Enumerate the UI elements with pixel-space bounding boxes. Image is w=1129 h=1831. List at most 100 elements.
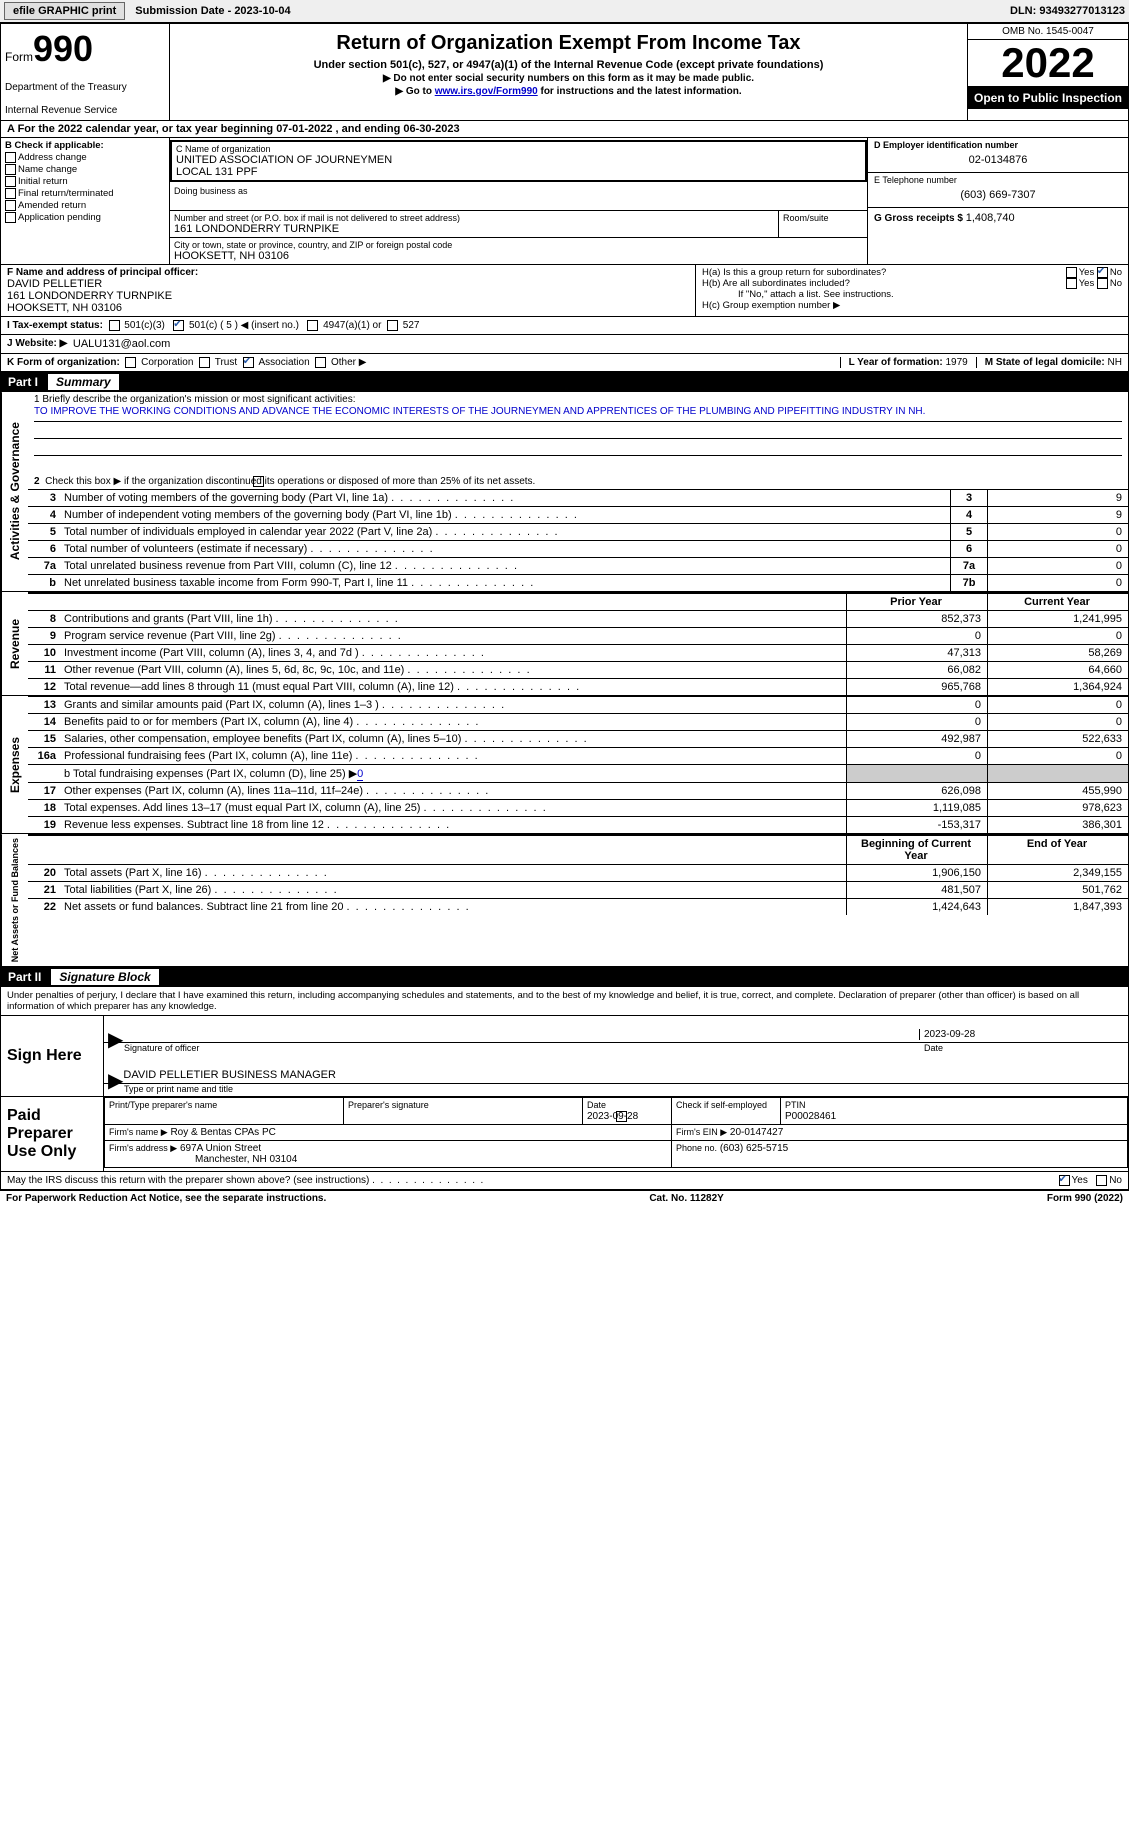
perjury-declaration: Under penalties of perjury, I declare th… (1, 987, 1128, 1016)
checkbox-discuss-no[interactable] (1096, 1175, 1107, 1186)
h-b-note: If "No," attach a list. See instructions… (702, 289, 1122, 300)
sig-officer-label: Signature of officer (124, 1043, 199, 1053)
checkbox-discontinued[interactable] (253, 476, 264, 487)
part1-num: Part I (8, 375, 44, 389)
checkbox-discuss-yes[interactable] (1059, 1175, 1070, 1186)
firm-phone: (603) 625-5715 (720, 1143, 788, 1154)
part2-title: Signature Block (51, 969, 158, 985)
city-state-zip: HOOKSETT, NH 03106 (174, 250, 863, 262)
checkbox-app-pending[interactable] (5, 212, 16, 223)
part1-title: Summary (48, 374, 119, 390)
officer-name: DAVID PELLETIER (7, 278, 689, 290)
checkbox-address-change[interactable] (5, 152, 16, 163)
vlabel-activities: Activities & Governance (1, 392, 28, 591)
vlabel-expenses: Expenses (1, 696, 28, 833)
pra-notice: For Paperwork Reduction Act Notice, see … (6, 1193, 326, 1204)
street-address: 161 LONDONDERRY TURNPIKE (174, 223, 774, 235)
checkbox-527[interactable] (387, 320, 398, 331)
firm-name: Roy & Bentas CPAs PC (170, 1127, 275, 1138)
firm-addr2: Manchester, NH 03104 (109, 1154, 297, 1165)
sign-here-label: Sign Here (1, 1016, 104, 1096)
phone-label: E Telephone number (874, 175, 1122, 185)
org-name-2: LOCAL 131 PPF (176, 166, 861, 178)
date-label: Date (924, 1043, 1124, 1053)
irs-link[interactable]: www.irs.gov/Form990 (435, 86, 538, 97)
revenue-table: Prior YearCurrent Year8Contributions and… (28, 592, 1128, 695)
may-irs-discuss: May the IRS discuss this return with the… (7, 1175, 369, 1186)
line1-label: 1 Briefly describe the organization's mi… (34, 394, 1122, 405)
officer-label: F Name and address of principal officer: (7, 267, 198, 278)
form-of-org-label: K Form of organization: (7, 357, 120, 368)
printed-label: Type or print name and title (104, 1084, 1128, 1096)
return-subtitle: Under section 501(c), 527, or 4947(a)(1)… (178, 59, 959, 71)
dept-treasury: Department of the Treasury (5, 82, 165, 93)
checkbox-501c3[interactable] (109, 320, 120, 331)
cat-no: Cat. No. 11282Y (649, 1193, 723, 1204)
state-domicile: NH (1108, 357, 1122, 368)
checkbox-other[interactable] (315, 357, 326, 368)
section-a: A For the 2022 calendar year, or tax yea… (0, 121, 1129, 138)
website-value: UALU131@aol.com (73, 338, 170, 350)
goto-line: ▶ Go to www.irs.gov/Form990 for instruct… (178, 86, 959, 97)
line2-text: Check this box ▶ if the organization dis… (45, 476, 535, 487)
checkbox-hb-yes[interactable] (1066, 278, 1077, 289)
checkbox-final-return[interactable] (5, 188, 16, 199)
ssn-warning: ▶ Do not enter social security numbers o… (178, 73, 959, 84)
checkbox-assoc[interactable] (243, 357, 254, 368)
org-name-box: C Name of organization UNITED ASSOCIATIO… (170, 140, 867, 182)
checkbox-4947[interactable] (307, 320, 318, 331)
ein-label: D Employer identification number (874, 140, 1018, 150)
checkbox-corp[interactable] (125, 357, 136, 368)
checkbox-ha-yes[interactable] (1066, 267, 1077, 278)
year-formation: 1979 (945, 357, 967, 368)
omb-number: OMB No. 1545-0047 (968, 24, 1128, 40)
checkbox-self-employed[interactable] (616, 1111, 627, 1122)
checkbox-amended[interactable] (5, 200, 16, 211)
return-title: Return of Organization Exempt From Incom… (178, 32, 959, 55)
ein-value: 02-0134876 (874, 150, 1122, 170)
tax-year: 2022 (968, 40, 1128, 87)
dln: DLN: 93493277013123 (1010, 5, 1125, 17)
firm-ein: 20-0147427 (730, 1127, 783, 1138)
efile-print-button[interactable]: efile GRAPHIC print (4, 2, 125, 20)
website-label: J Website: ▶ (7, 338, 67, 350)
form-label: Form (5, 50, 33, 64)
gross-receipts-label: G Gross receipts $ (874, 213, 963, 224)
vlabel-revenue: Revenue (1, 592, 28, 695)
submission-date: Submission Date - 2023-10-04 (135, 5, 290, 17)
officer-addr: 161 LONDONDERRY TURNPIKE (7, 290, 689, 302)
ptin-value: P00028461 (785, 1111, 836, 1122)
prep-date: 2023-09-28 (587, 1111, 638, 1122)
checkbox-hb-no[interactable] (1097, 278, 1108, 289)
h-b-label: H(b) Are all subordinates included? (702, 278, 1066, 289)
sig-date: 2023-09-28 (919, 1029, 1124, 1040)
checkbox-trust[interactable] (199, 357, 210, 368)
h-c-label: H(c) Group exemption number ▶ (702, 300, 1122, 311)
gross-receipts-value: 1,408,740 (966, 212, 1015, 224)
mission-text: TO IMPROVE THE WORKING CONDITIONS AND AD… (34, 405, 1122, 422)
firm-addr1: 697A Union Street (180, 1143, 261, 1154)
form-id-block: Form990 Department of the Treasury Inter… (1, 24, 170, 120)
h-a-label: H(a) Is this a group return for subordin… (702, 267, 1066, 278)
checkbox-name-change[interactable] (5, 164, 16, 175)
checkbox-ha-no[interactable] (1097, 267, 1108, 278)
activities-table: 3Number of voting members of the governi… (28, 489, 1128, 591)
printed-name: DAVID PELLETIER BUSINESS MANAGER (123, 1069, 336, 1081)
org-name-1: UNITED ASSOCIATION OF JOURNEYMEN (176, 154, 861, 166)
vlabel-netassets: Net Assets or Fund Balances (1, 834, 28, 966)
phone-value: (603) 669-7307 (874, 185, 1122, 205)
checkbox-501c[interactable] (173, 320, 184, 331)
tax-exempt-label: I Tax-exempt status: (7, 320, 103, 331)
paid-preparer-label: Paid Preparer Use Only (1, 1097, 104, 1171)
section-b: B Check if applicable: Address change Na… (1, 138, 170, 264)
dba-label: Doing business as (174, 186, 863, 196)
open-to-public: Open to Public Inspection (968, 87, 1128, 109)
officer-city: HOOKSETT, NH 03106 (7, 302, 689, 314)
form-footer: Form 990 (2022) (1047, 1193, 1123, 1204)
form-number: 990 (33, 28, 93, 69)
room-suite-label: Room/suite (783, 213, 863, 223)
netassets-table: Beginning of Current YearEnd of Year20To… (28, 834, 1128, 915)
expenses-table: 13Grants and similar amounts paid (Part … (28, 696, 1128, 833)
part2-num: Part II (8, 970, 47, 984)
checkbox-initial-return[interactable] (5, 176, 16, 187)
